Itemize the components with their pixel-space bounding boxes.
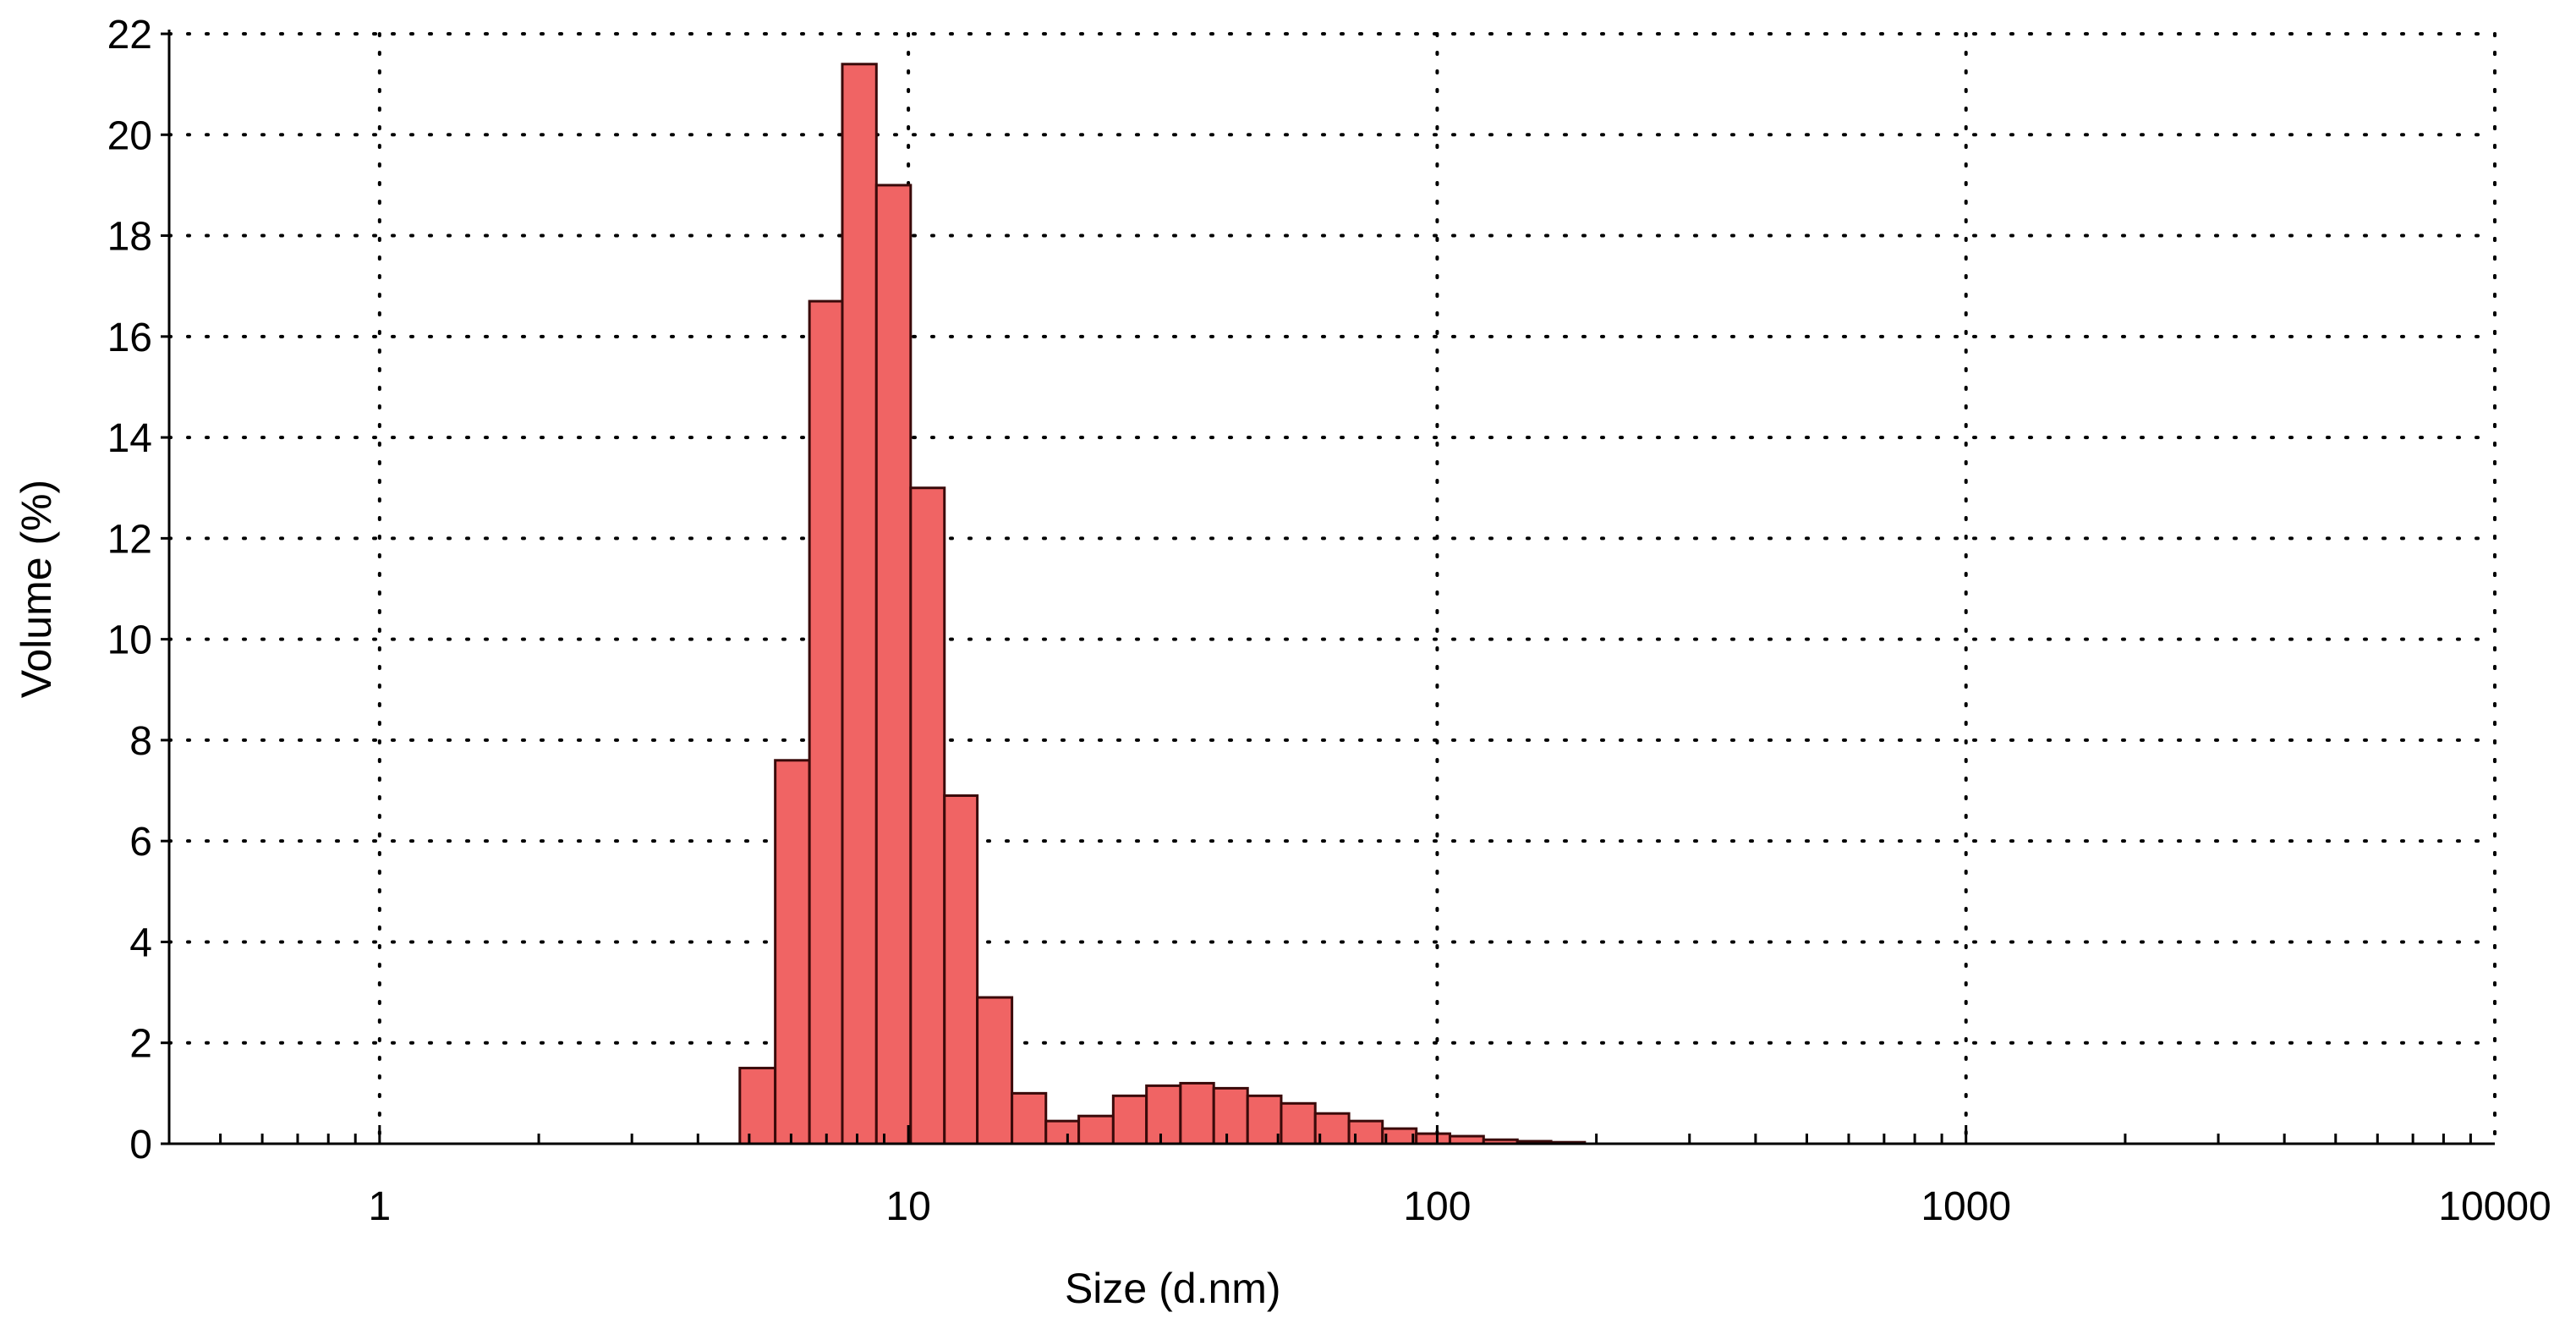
y-tick-label: 6 (129, 820, 152, 865)
histogram-bar (909, 486, 946, 1145)
y-tick-label: 2 (129, 1022, 152, 1067)
x-tick-label: 100 (1403, 1184, 1471, 1229)
y-tick-label: 18 (107, 215, 152, 260)
histogram-bar (1145, 1084, 1182, 1145)
histogram-bar (808, 299, 844, 1145)
histogram-bar (1011, 1091, 1048, 1145)
histogram-bar (1280, 1101, 1317, 1145)
x-tick-label: 1 (368, 1184, 391, 1229)
histogram-bar (943, 794, 979, 1145)
y-tick-label: 10 (107, 618, 152, 663)
histogram-bar (841, 63, 878, 1145)
y-tick-label: 8 (129, 719, 152, 764)
histogram-bar (1077, 1114, 1115, 1145)
y-axis-title: Volume (%) (13, 480, 60, 698)
y-tick-label: 0 (129, 1123, 152, 1167)
histogram-bar (738, 1067, 777, 1145)
x-axis-title: Size (d.nm) (1065, 1265, 1281, 1312)
histogram-bar (874, 184, 913, 1145)
y-tick-label: 16 (107, 316, 152, 360)
y-tick-label: 12 (107, 517, 152, 562)
histogram-bar (1044, 1119, 1081, 1145)
x-tick-label: 1000 (1921, 1184, 2011, 1229)
x-tick-label: 10 (885, 1184, 930, 1229)
histogram-bar (1179, 1081, 1215, 1145)
y-tick-label: 14 (107, 416, 152, 461)
y-tick-label: 22 (107, 13, 152, 58)
histogram-bar (774, 759, 811, 1145)
y-tick-label: 20 (107, 113, 152, 158)
histogram-bar (1246, 1094, 1283, 1145)
histogram-bar (1212, 1086, 1249, 1145)
histogram-bar (1347, 1119, 1384, 1145)
histogram-bar (1415, 1132, 1451, 1145)
tick-labels: 0 2 4 6 8 10 12 14 16 18 20 22 1 10 100 1000 10000 (107, 13, 2551, 1229)
histogram-bars (738, 63, 1587, 1145)
histogram-bar (1111, 1094, 1148, 1145)
axes (161, 30, 2495, 1145)
histogram-bar (976, 996, 1014, 1145)
x-tick-label: 10000 (2438, 1184, 2551, 1229)
y-tick-label: 4 (129, 920, 152, 965)
grid (167, 32, 2497, 1145)
histogram-bar (1381, 1127, 1418, 1145)
